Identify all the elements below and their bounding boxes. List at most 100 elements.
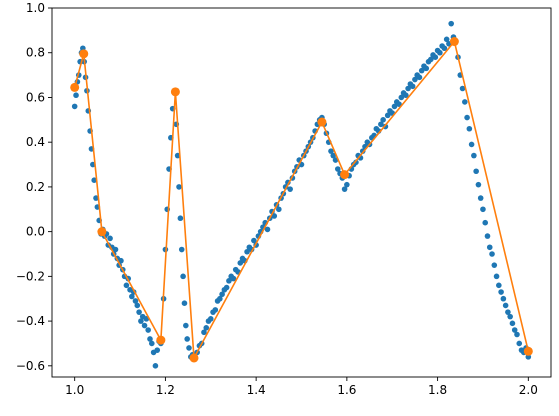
fit-marker: [340, 170, 350, 180]
scatter-point: [418, 67, 425, 74]
scatter-point: [141, 322, 148, 329]
y-tick-label: −0.2: [16, 269, 45, 283]
scatter-point: [71, 103, 78, 110]
fit-line: [73, 40, 530, 359]
scatter-point: [384, 112, 391, 119]
scatter-point: [341, 186, 348, 192]
scatter-point: [251, 237, 257, 244]
scatter-point: [73, 92, 79, 99]
scatter-point: [154, 347, 161, 353]
scatter-point: [505, 309, 511, 315]
scatter-point: [502, 302, 509, 309]
scatter-point: [437, 49, 443, 56]
scatter-point: [244, 248, 250, 255]
scatter-point: [177, 215, 184, 222]
scatter-point: [328, 148, 334, 154]
scatter-point: [423, 65, 430, 72]
y-tick-label: 0.4: [26, 135, 45, 149]
scatter-point: [129, 293, 135, 300]
fit-marker: [449, 37, 459, 47]
scatter-point: [462, 99, 468, 105]
y-tick-label: −0.6: [16, 359, 45, 373]
scatter-point: [511, 327, 518, 333]
scatter-point: [118, 257, 124, 264]
scatter-point: [405, 85, 411, 92]
fit-marker: [317, 117, 327, 127]
scatter-point: [409, 83, 416, 90]
scatter-point: [403, 92, 409, 99]
scatter-point: [138, 318, 144, 324]
scatter-point: [181, 300, 188, 307]
x-tick-label: 1.8: [428, 383, 447, 397]
scatter-point: [344, 181, 350, 188]
scatter-point: [398, 94, 405, 101]
scatter-point: [223, 284, 230, 291]
y-tick-label: 1.0: [26, 1, 45, 15]
scatter-point: [219, 291, 225, 298]
scatter-point: [391, 103, 398, 110]
scatter-point: [91, 177, 97, 183]
fit-marker: [170, 87, 180, 97]
scatter-point: [134, 302, 141, 309]
scatter-point: [443, 36, 450, 43]
fit-marker: [70, 82, 80, 92]
scatter-point: [203, 325, 210, 331]
scatter-point: [416, 74, 423, 81]
scatter-point: [486, 244, 493, 251]
scatter-point: [477, 195, 484, 201]
scatter-point: [180, 273, 186, 280]
scatter-point: [136, 309, 142, 315]
y-tick-label: −0.4: [16, 314, 45, 328]
scatter-point: [264, 226, 271, 233]
scatter-point: [186, 345, 192, 351]
y-tick-label: 0.6: [26, 90, 45, 104]
scatter-point: [237, 260, 244, 266]
scatter-point: [178, 246, 185, 253]
scatter-point: [183, 322, 189, 329]
scatter-point: [132, 298, 139, 304]
axes-frame: [51, 7, 552, 378]
scatter-point: [514, 331, 520, 338]
scatter-point: [149, 340, 155, 347]
scatter-point: [427, 56, 434, 63]
scatter-point: [201, 329, 207, 336]
scatter-point: [230, 275, 237, 282]
scatter-point: [475, 181, 482, 188]
fit-marker: [523, 346, 533, 356]
scatter-point: [176, 184, 182, 190]
y-tick-label: 0.0: [26, 225, 45, 239]
scatter-point: [123, 282, 130, 289]
scatter-point: [448, 20, 455, 27]
scatter-point: [207, 316, 214, 322]
scatter-point: [489, 251, 495, 257]
scatter-point: [287, 186, 293, 192]
scatter-point: [496, 282, 502, 289]
scatter-point: [480, 206, 486, 213]
scatter-point: [459, 85, 466, 92]
scatter-point: [516, 340, 523, 347]
scatter-point: [147, 336, 153, 342]
scatter-point: [93, 195, 99, 201]
scatter-point: [507, 313, 513, 320]
scatter-point: [468, 141, 475, 148]
scatter-point: [112, 246, 119, 253]
scatter-point: [226, 278, 232, 284]
scatter-point: [500, 295, 507, 302]
scatter-point: [432, 54, 439, 60]
x-tick-label: 1.2: [156, 383, 175, 397]
scatter-point: [334, 166, 341, 172]
scatter-point: [473, 168, 479, 175]
plot-area: [70, 20, 533, 369]
scatter-point: [380, 117, 386, 123]
x-tick-label: 1.4: [247, 383, 266, 397]
scatter-point: [441, 45, 448, 52]
axes: 1.0 1.2 1.4 1.6 1.8 2.0 −0.6 −0.4 −0.2 0.0 0.2 0.4 0…: [16, 1, 552, 397]
x-tick-label: 1.6: [337, 383, 356, 397]
fit-marker: [189, 353, 199, 363]
scatter-point: [330, 152, 337, 159]
scatter-point: [484, 233, 491, 239]
scatter-point: [212, 307, 219, 313]
scatter-point: [276, 206, 282, 213]
fit-marker: [79, 49, 89, 59]
